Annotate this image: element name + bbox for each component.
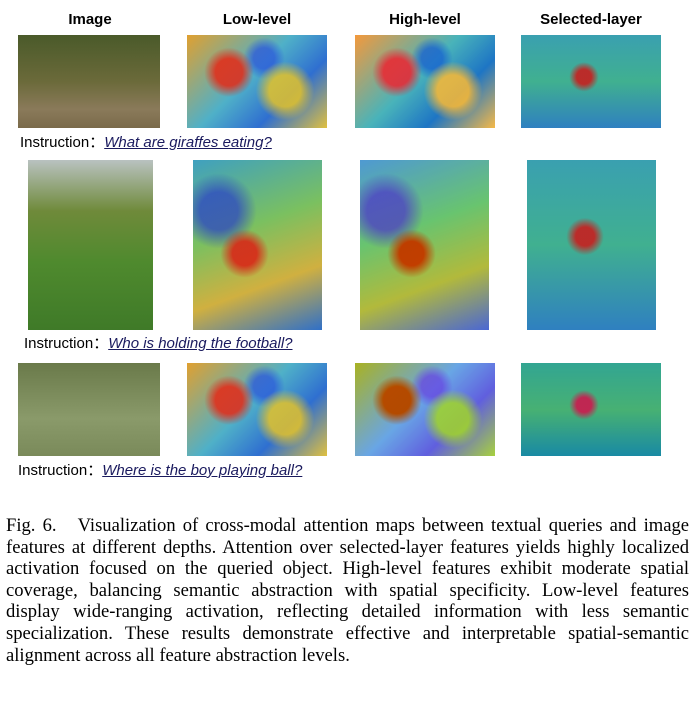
instruction-label: Instruction： bbox=[20, 134, 105, 151]
photo bbox=[18, 35, 160, 128]
column-header: Selected-layer bbox=[540, 11, 642, 28]
caption: Fig. 6. Visualization of cross-modal att… bbox=[6, 515, 689, 666]
attention-map bbox=[187, 35, 327, 128]
attention-map bbox=[527, 160, 656, 330]
instruction-text: Where is the boy playing ball? bbox=[102, 462, 303, 479]
instruction-label: Instruction： bbox=[18, 462, 103, 479]
caption-label: Fig. 6. bbox=[6, 515, 57, 536]
instruction: Instruction：What are giraffes eating? bbox=[20, 131, 272, 152]
attention-map bbox=[521, 363, 661, 456]
attention-map bbox=[360, 160, 489, 330]
instruction: Instruction：Who is holding the football? bbox=[24, 332, 293, 353]
photo bbox=[18, 363, 160, 456]
instruction-text: What are giraffes eating? bbox=[104, 134, 272, 151]
instruction: Instruction：Where is the boy playing bal… bbox=[18, 459, 302, 480]
attention-map bbox=[355, 35, 495, 128]
caption-text: Visualization of cross-modal attention m… bbox=[6, 515, 689, 666]
attention-map bbox=[193, 160, 322, 330]
photo bbox=[28, 160, 153, 330]
attention-map bbox=[521, 35, 661, 128]
column-header: Image bbox=[68, 11, 112, 28]
instruction-text: Who is holding the football? bbox=[108, 335, 293, 352]
column-header: High-level bbox=[389, 11, 461, 28]
attention-map bbox=[355, 363, 495, 456]
instruction-label: Instruction： bbox=[24, 335, 109, 352]
attention-map bbox=[187, 363, 327, 456]
column-header: Low-level bbox=[222, 11, 292, 28]
